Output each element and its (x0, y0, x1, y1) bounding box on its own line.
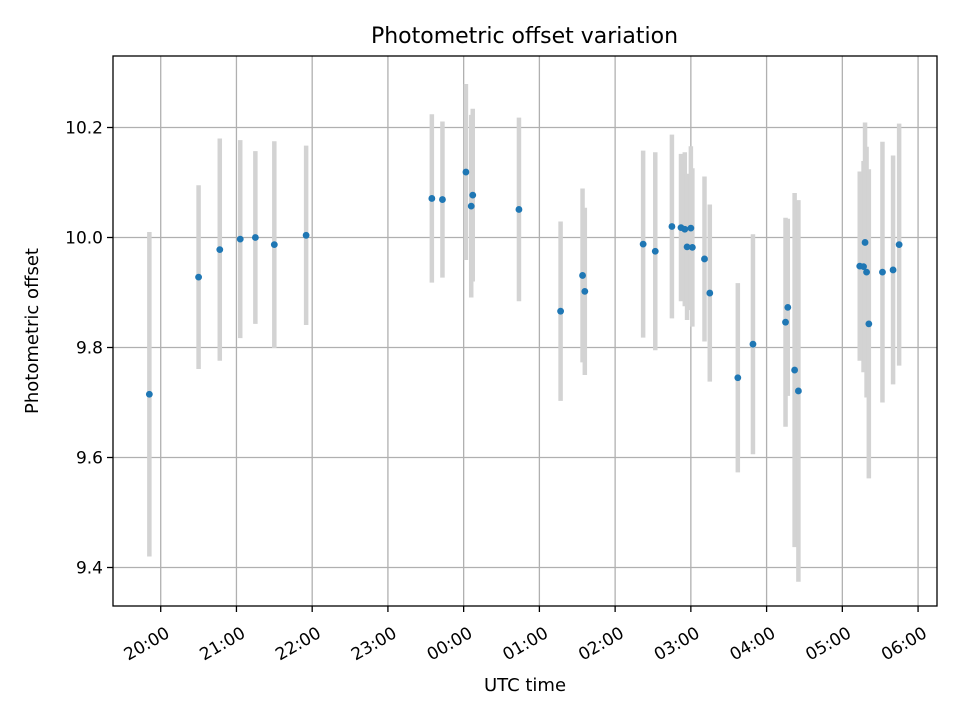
data-point (889, 266, 897, 274)
data-point (302, 231, 310, 239)
x-tick-label: 03:00 (651, 623, 703, 665)
data-point (195, 273, 202, 281)
data-points (145, 168, 903, 398)
data-point (270, 241, 278, 249)
chart-title: Photometric offset variation (371, 24, 678, 49)
y-tick-label: 10.0 (65, 229, 103, 249)
data-point (467, 202, 475, 210)
x-tick-label: 23:00 (348, 623, 400, 665)
data-point (863, 268, 870, 276)
data-point (469, 191, 477, 199)
data-point (462, 168, 470, 176)
y-tick-label: 9.8 (76, 339, 103, 359)
y-tick-label: 10.2 (65, 119, 103, 139)
plot-frame (112, 55, 938, 607)
x-tick-label: 00:00 (424, 623, 476, 665)
data-point (860, 263, 867, 271)
data-point (581, 288, 589, 295)
data-point (865, 320, 873, 328)
data-point (439, 196, 446, 203)
data-point (651, 247, 659, 255)
data-point (701, 255, 708, 263)
data-point (861, 239, 869, 246)
data-point (236, 235, 244, 243)
x-axis-label: UTC time (484, 675, 566, 696)
data-point (579, 272, 586, 279)
x-tick-label: 02:00 (575, 623, 627, 665)
data-point (895, 241, 903, 249)
y-axis: 9.4 9.6 9.8 10.0 10.2 (65, 119, 113, 579)
x-axis: 20:00 21:00 22:00 23:00 00:00 01:00 02:00 03:00… (121, 606, 931, 665)
data-point (749, 340, 757, 348)
y-tick-label: 9.4 (76, 559, 103, 579)
x-tick-label: 05:00 (802, 623, 854, 665)
data-point (782, 318, 789, 326)
data-point (687, 224, 695, 232)
data-point (734, 374, 742, 382)
y-axis-label: Photometric offset (22, 248, 43, 414)
data-point (251, 234, 259, 241)
data-point (688, 244, 696, 251)
data-point (428, 195, 436, 202)
y-tick-label: 9.6 (76, 449, 103, 469)
data-point (791, 366, 799, 374)
data-point (784, 303, 792, 311)
x-tick-label: 01:00 (499, 623, 551, 665)
data-point (879, 268, 886, 276)
x-tick-label: 04:00 (727, 623, 779, 665)
data-point (683, 243, 691, 251)
data-point (515, 206, 523, 213)
data-point (668, 223, 676, 230)
data-point (216, 246, 224, 254)
data-point (639, 240, 647, 248)
data-point (557, 307, 564, 315)
grid-lines (113, 56, 937, 606)
data-point (706, 289, 714, 297)
data-point (145, 390, 153, 398)
x-tick-label: 06:00 (878, 623, 930, 665)
x-tick-label: 21:00 (197, 623, 249, 665)
data-point (681, 225, 689, 233)
x-tick-label: 22:00 (272, 623, 324, 665)
x-tick-label: 20:00 (121, 623, 173, 665)
data-point (795, 387, 802, 395)
error-bars (147, 84, 902, 582)
